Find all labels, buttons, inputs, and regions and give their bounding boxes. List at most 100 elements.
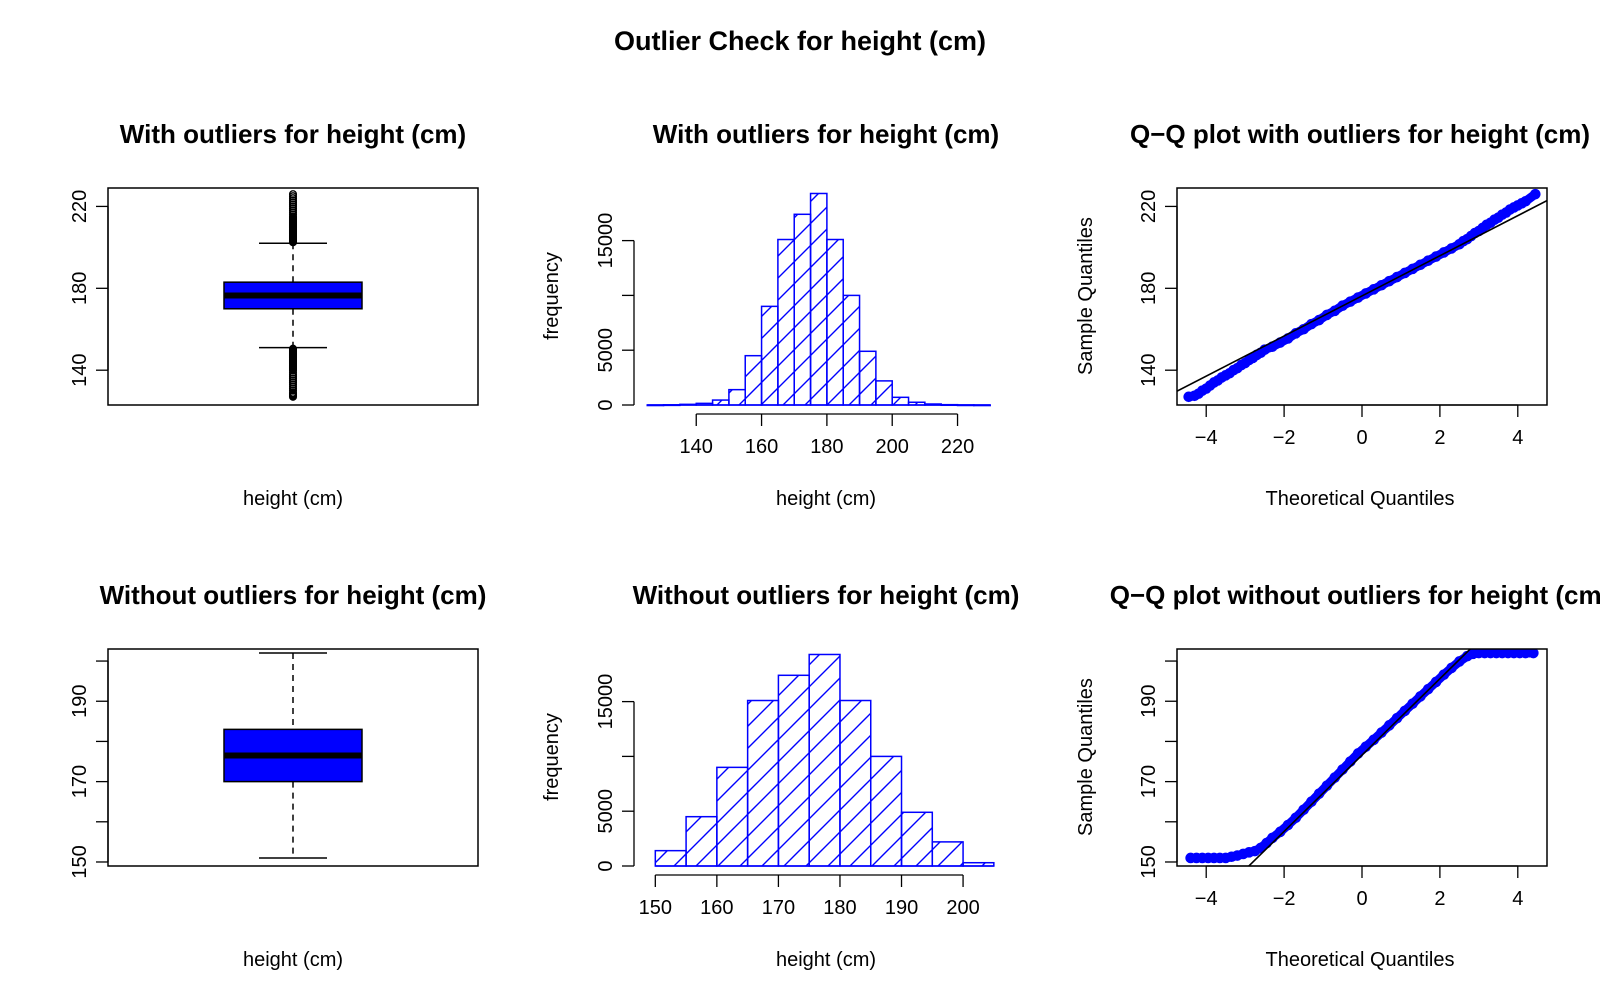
qq-point bbox=[1514, 649, 1526, 659]
x-tick-label: 220 bbox=[941, 436, 974, 458]
histogram-bar bbox=[744, 354, 763, 406]
y-tick-label: 140 bbox=[1138, 354, 1160, 387]
y-tick-label: 220 bbox=[69, 190, 91, 223]
qq-point bbox=[1282, 819, 1294, 831]
plot-histogram: 0 5000 15000 150 160 170 180 190 200 bbox=[595, 653, 995, 919]
qq-reference-line bbox=[1177, 199, 1547, 392]
plot-boxplot: 140 180 220 bbox=[69, 187, 479, 406]
qq-point bbox=[1243, 847, 1255, 858]
x-tick-label: 2 bbox=[1434, 427, 1445, 449]
x-tick-label: 4 bbox=[1512, 427, 1523, 449]
qq-point bbox=[1391, 712, 1403, 724]
y-tick-label: 150 bbox=[69, 845, 91, 878]
histogram-bar bbox=[760, 305, 779, 406]
qq-point bbox=[1237, 848, 1249, 860]
panel-qq-with-outliers: Q−Q plot with outliers for height (cm) 1… bbox=[1075, 119, 1590, 510]
x-tick-label: 160 bbox=[700, 897, 733, 919]
qq-point bbox=[1208, 852, 1220, 864]
x-tick-label: 4 bbox=[1512, 888, 1523, 910]
panel-title-hist-without: Without outliers for height (cm) bbox=[633, 580, 1020, 610]
qq-plot-area bbox=[1177, 188, 1547, 403]
histogram-bar bbox=[728, 388, 746, 406]
qq-point bbox=[1430, 676, 1442, 688]
x-tick-label: 140 bbox=[680, 436, 713, 458]
x-tick-label: 170 bbox=[762, 897, 795, 919]
qq-point bbox=[1438, 669, 1450, 681]
ylabel-qq-without: Sample Quantiles bbox=[1075, 678, 1097, 836]
x-tick-label: 200 bbox=[946, 897, 979, 919]
histogram-bar bbox=[777, 238, 795, 406]
x-tick-label: −4 bbox=[1195, 888, 1218, 910]
xlabel-qq-with: Theoretical Quantiles bbox=[1266, 488, 1455, 510]
outlier-point bbox=[288, 190, 298, 199]
x-tick-label: 150 bbox=[639, 897, 672, 919]
panel-title-hist-with: With outliers for height (cm) bbox=[653, 119, 999, 149]
qq-point bbox=[1496, 649, 1508, 659]
x-tick-label: 180 bbox=[810, 436, 843, 458]
plot-qq: 150 170 190 −4 −2 0 2 4 bbox=[1138, 648, 1548, 910]
outlier-point bbox=[288, 392, 298, 401]
y-tick-label: 170 bbox=[1138, 765, 1160, 798]
panel-boxplot-with-outliers: With outliers for height (cm) 140180220 … bbox=[69, 119, 479, 510]
qq-point bbox=[1191, 852, 1202, 864]
y-tick-label: 220 bbox=[1138, 190, 1160, 223]
x-tick-label: 0 bbox=[1356, 427, 1367, 449]
xlabel-hist-without: height (cm) bbox=[776, 949, 876, 971]
qq-point bbox=[1220, 852, 1231, 864]
qq-point bbox=[1306, 796, 1317, 808]
xlabel-qq-without: Theoretical Quantiles bbox=[1266, 949, 1455, 971]
xlabel-boxplot-with: height (cm) bbox=[243, 488, 343, 510]
figure-title: Outlier Check for height (cm) bbox=[614, 26, 986, 56]
plot-qq: 140 180 220 −4 −2 0 2 4 bbox=[1138, 187, 1548, 449]
qq-reference-line bbox=[1247, 649, 1472, 866]
plot-frame bbox=[1176, 648, 1548, 867]
histogram-bar bbox=[839, 699, 872, 867]
panel-boxplot-without-outliers: Without outliers for height (cm) 1501701… bbox=[69, 580, 486, 971]
histogram-bar bbox=[858, 350, 877, 406]
histogram-bar bbox=[716, 766, 749, 867]
qq-point bbox=[1214, 852, 1226, 864]
plot-histogram: 0 5000 15000 140 160 180 200 220 bbox=[595, 192, 991, 458]
qq-point bbox=[1502, 649, 1514, 659]
y-tick-label: 0 bbox=[595, 399, 617, 410]
histogram-bar bbox=[826, 238, 844, 406]
x-tick-label: 0 bbox=[1356, 888, 1367, 910]
qq-point bbox=[1232, 850, 1243, 861]
histogram-bar bbox=[777, 674, 810, 867]
qq-point bbox=[1520, 649, 1531, 659]
qq-point bbox=[1298, 804, 1309, 816]
y-tick-label: 15000 bbox=[595, 674, 617, 730]
y-tick-label: 190 bbox=[1138, 685, 1160, 718]
ylabel-qq-with: Sample Quantiles bbox=[1075, 217, 1097, 375]
qq-point bbox=[1528, 649, 1539, 659]
ylabel-hist-without: frequency bbox=[541, 713, 563, 801]
qq-point bbox=[1202, 852, 1214, 864]
qq-point bbox=[1407, 698, 1418, 709]
qq-point bbox=[1473, 649, 1485, 659]
x-tick-label: 180 bbox=[823, 897, 856, 919]
histogram-bar bbox=[869, 755, 903, 867]
qq-point bbox=[1491, 649, 1502, 659]
y-tick-label: 170 bbox=[69, 765, 91, 798]
histogram-bar bbox=[891, 396, 910, 406]
y-tick-label: 150 bbox=[1138, 845, 1160, 878]
panel-title-boxplot-without: Without outliers for height (cm) bbox=[100, 580, 487, 610]
x-tick-label: 2 bbox=[1434, 888, 1445, 910]
qq-point bbox=[1249, 845, 1261, 857]
histogram-bar bbox=[746, 699, 780, 867]
y-tick-label: 140 bbox=[69, 354, 91, 387]
ylabel-hist-with: frequency bbox=[541, 252, 563, 340]
x-tick-label: 190 bbox=[885, 897, 918, 919]
qq-point bbox=[1508, 649, 1520, 659]
histogram-bar bbox=[793, 213, 812, 406]
histogram-bar bbox=[900, 811, 934, 867]
histogram-bar bbox=[931, 841, 964, 867]
qq-point bbox=[1183, 391, 1194, 403]
qq-point bbox=[1298, 323, 1309, 335]
qq-point bbox=[1399, 705, 1411, 717]
y-tick-label: 180 bbox=[69, 272, 91, 305]
panel-title-qq-without: Q−Q plot without outliers for height (cm… bbox=[1110, 580, 1600, 610]
qq-plot-area bbox=[1185, 649, 1539, 866]
xlabel-hist-with: height (cm) bbox=[776, 488, 876, 510]
